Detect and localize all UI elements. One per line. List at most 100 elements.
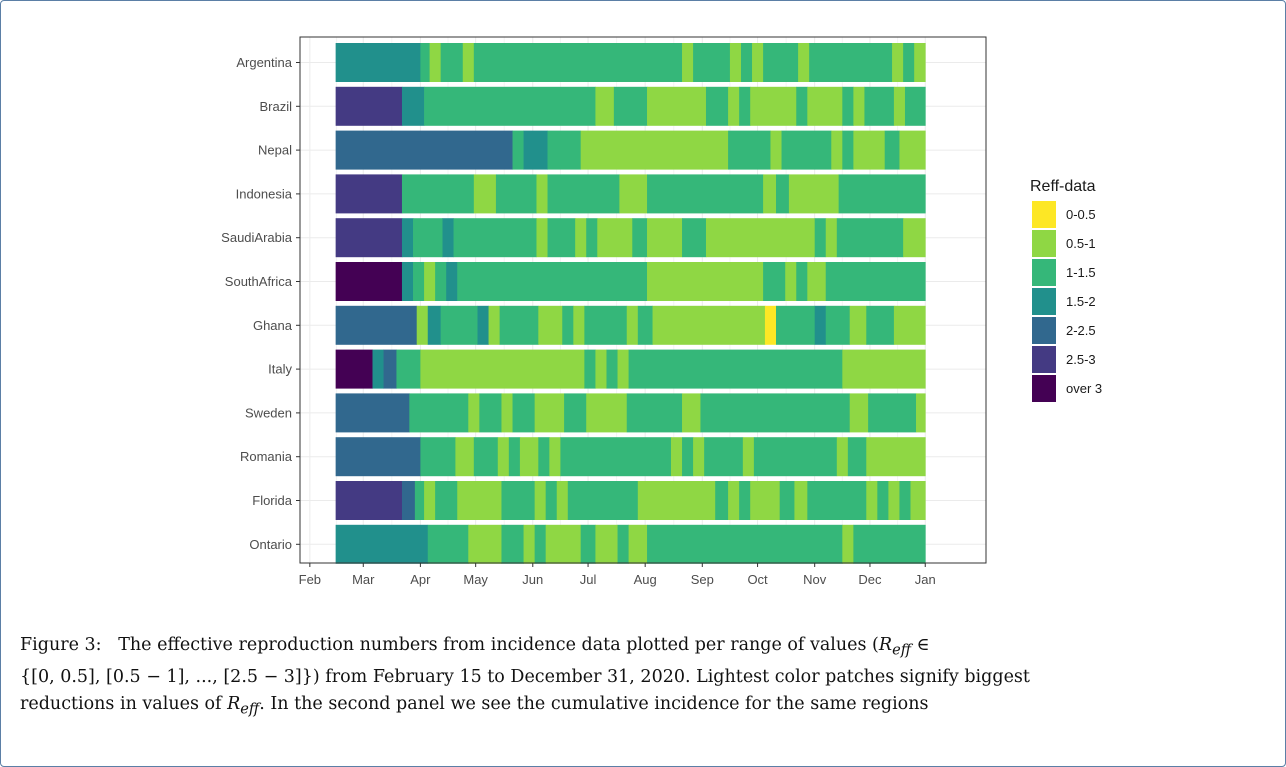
heatmap-cell (512, 130, 524, 170)
heatmap-cell (401, 86, 425, 126)
heatmap-cell (468, 524, 502, 564)
heatmap-cell (628, 349, 843, 389)
heatmap-cell (842, 524, 854, 564)
legend-label: 0.5-1 (1066, 236, 1096, 251)
x-tick-label: Dec (858, 572, 882, 587)
heatmap-cell (420, 437, 456, 477)
x-tick-label: Jun (522, 572, 543, 587)
heatmap-cell (534, 393, 565, 433)
heatmap-cell (420, 43, 430, 82)
heatmap-cell (523, 130, 548, 170)
heatmap-cell (584, 305, 628, 345)
heatmap-cell (473, 437, 499, 477)
heatmap-cell (842, 86, 854, 126)
heatmap-cell (586, 218, 598, 258)
heatmap-cell (652, 305, 766, 345)
heatmap-cell (401, 174, 475, 214)
heatmap-cell (916, 393, 926, 433)
heatmap-cell (750, 86, 797, 126)
heatmap-cell (903, 43, 915, 82)
heatmap-cell (814, 218, 827, 258)
heatmap-cells (335, 43, 926, 564)
heatmap-cell (788, 174, 840, 214)
heatmap-cell (794, 481, 808, 520)
heatmap-cell (435, 262, 447, 301)
caption-text-3b: . In the second panel we see the cumulat… (259, 693, 929, 714)
heatmap-cell (335, 481, 403, 520)
heatmap-cell (770, 130, 782, 170)
heatmap-cell (573, 305, 585, 345)
heatmap-cell (836, 218, 904, 258)
heatmap-cell (796, 86, 808, 126)
legend-swatch (1032, 346, 1056, 373)
heatmap-cell (414, 481, 425, 520)
heatmap-cell (637, 481, 716, 520)
heatmap-cell (534, 524, 547, 564)
heatmap-cell (335, 130, 513, 170)
heatmap-cell (807, 481, 867, 520)
heatmap-cell (914, 43, 926, 82)
heatmap-cell (903, 218, 926, 258)
heatmap-cell (842, 130, 854, 170)
heatmap-cell (383, 349, 397, 389)
heatmap-cell (453, 218, 537, 258)
heatmap-cell (763, 174, 777, 214)
heatmap-cell (742, 437, 755, 477)
heatmap-cell (704, 437, 744, 477)
heatmap-cell (499, 305, 539, 345)
y-tick-label: Romania (240, 449, 293, 464)
x-tick-label: Aug (634, 572, 657, 587)
legend-swatch (1032, 317, 1056, 344)
y-tick-label: Florida (252, 493, 293, 508)
heatmap-cell (429, 43, 442, 82)
heatmap-cell (729, 43, 742, 82)
heatmap-cell (575, 218, 587, 258)
heatmap-cell (853, 130, 886, 170)
heatmap-cell (700, 393, 851, 433)
heatmap-cell (427, 305, 442, 345)
heatmap-cell (763, 262, 786, 301)
heatmap-cell (508, 437, 521, 477)
heatmap-cell (497, 437, 510, 477)
heatmap-cell (536, 174, 548, 214)
heatmap-cell (807, 86, 843, 126)
heatmap-cell (401, 481, 416, 520)
caption-text-1: The effective reproduction numbers from … (118, 635, 879, 655)
heatmap-cell (424, 86, 596, 126)
legend-swatch (1032, 201, 1056, 228)
y-tick-label: Nepal (258, 143, 292, 158)
heatmap-cell (501, 481, 536, 520)
heatmap-cell (479, 393, 502, 433)
heatmap-cell (893, 305, 926, 345)
heatmap-cell (899, 481, 911, 520)
r-eff-symbol-2: R (227, 693, 241, 714)
heatmap-cell (613, 86, 648, 126)
y-tick-label: Brazil (259, 99, 292, 114)
heatmap-cell (424, 481, 436, 520)
heatmap-cell (670, 437, 683, 477)
heatmap-cell (584, 349, 596, 389)
heatmap-cell (715, 481, 729, 520)
heatmap-cell (556, 481, 569, 520)
caption-text-3a: reductions in values of (20, 693, 228, 714)
heatmap-cell (501, 393, 513, 433)
heatmap-cell (838, 174, 926, 214)
heatmap-cell (728, 130, 771, 170)
y-tick-label: Indonesia (236, 186, 293, 201)
x-tick-label: Jan (915, 572, 936, 587)
heatmap-cell (512, 393, 536, 433)
heatmap-cell (619, 174, 648, 214)
heatmap-cell (836, 437, 849, 477)
heatmap-cell (626, 393, 683, 433)
heatmap-cell (495, 174, 537, 214)
heatmap-cell (401, 262, 414, 301)
heatmap-cell (597, 218, 633, 258)
heatmap-cell (682, 437, 694, 477)
heatmap-cell (401, 218, 414, 258)
x-tick-label: Oct (747, 572, 768, 587)
heatmap-cell (580, 524, 596, 564)
x-tick-label: May (463, 572, 488, 587)
heatmap-cell (853, 524, 926, 564)
heatmap-cell (884, 130, 900, 170)
heatmap-cell (488, 305, 501, 345)
